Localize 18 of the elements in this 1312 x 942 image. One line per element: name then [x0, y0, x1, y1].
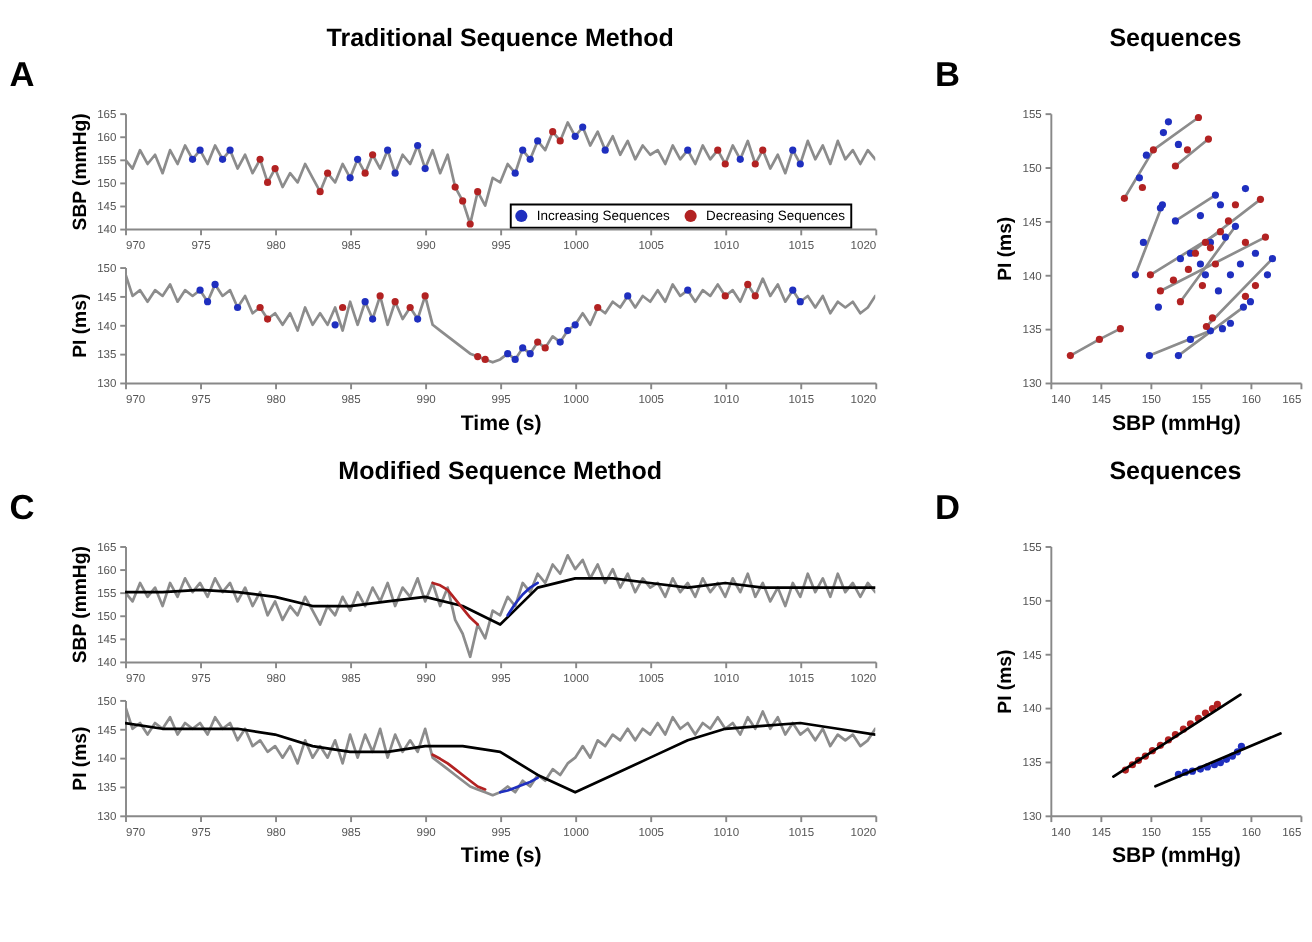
- y-axis-title: PI (ms): [69, 293, 92, 358]
- chart-title: Sequences: [1109, 23, 1242, 52]
- text: A: [9, 54, 36, 95]
- y-axis-title: SBP (mmHg): [69, 113, 92, 231]
- y-axis-title: PI (ms): [994, 649, 1017, 714]
- y-axis-title: SBP (mmHg): [69, 546, 92, 664]
- text: C: [9, 487, 36, 528]
- y-axis-title: PI (ms): [69, 726, 92, 791]
- chart-title: Traditional Sequence Method: [326, 23, 674, 52]
- x-axis-title: SBP (mmHg): [1111, 411, 1241, 436]
- text: B: [934, 54, 960, 95]
- x-axis-title: SBP (mmHg): [1111, 844, 1241, 869]
- y-axis-title: PI (ms): [994, 216, 1017, 281]
- x-axis-title: Time (s): [460, 844, 542, 869]
- chart-title: Modified Sequence Method: [338, 456, 662, 485]
- x-axis-title: Time (s): [460, 411, 542, 436]
- chart-title: Sequences: [1109, 456, 1242, 485]
- text: D: [934, 487, 960, 528]
